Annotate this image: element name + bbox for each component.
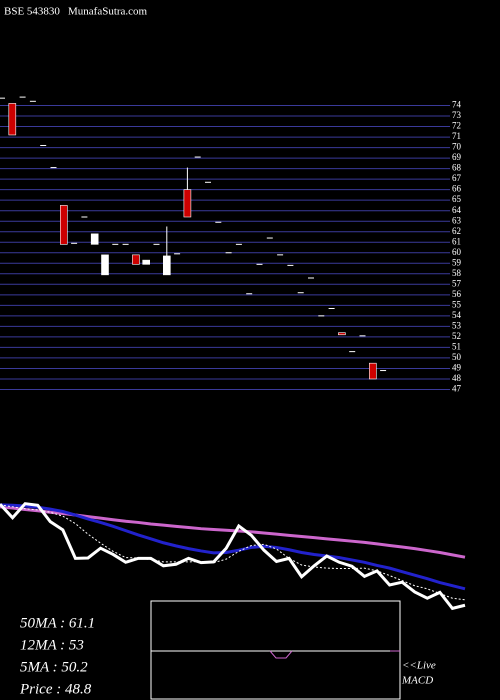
ma-line [0,503,466,591]
y-tick-label: 61 [452,236,461,246]
macd-label: MACD [401,675,433,687]
y-tick-label: 72 [452,121,461,131]
legend-label: 50MA : 61.1 [20,615,95,631]
y-tick-label: 47 [452,384,462,394]
y-tick-label: 68 [452,163,462,173]
candle-body [132,254,140,265]
candle-body [368,362,377,380]
y-tick-label: 62 [452,226,461,236]
y-tick-label: 48 [452,373,462,383]
macd-dip [269,650,293,659]
y-tick-label: 69 [452,152,462,162]
candle-body [101,254,109,276]
y-tick-label: 59 [452,257,462,267]
chart-title: BSE 543830 [4,6,60,18]
candle-body [183,189,192,218]
y-tick-label: 64 [452,205,462,215]
y-tick-label: 56 [452,289,462,299]
y-tick-label: 58 [452,268,462,278]
y-tick-label: 53 [452,320,462,330]
y-tick-label: 74 [452,100,462,110]
y-tick-label: 49 [452,363,462,373]
legend-label: 12MA : 53 [20,637,84,653]
y-tick-label: 70 [452,142,462,152]
legend-label: 5MA : 50.2 [20,659,88,675]
y-tick-label: 65 [452,194,462,204]
chart-subtitle: MunafaSutra.com [68,6,148,18]
y-tick-label: 51 [452,341,461,351]
y-tick-label: 57 [452,278,462,288]
y-tick-label: 67 [452,173,462,183]
y-tick-label: 52 [452,331,461,341]
y-tick-label: 73 [452,110,462,120]
ma-line [0,504,466,601]
y-tick-label: 66 [452,184,462,194]
candle-body [59,205,68,245]
y-tick-label: 71 [452,131,461,141]
candle-body [142,259,150,265]
ma-line [0,502,466,611]
macd-label: <<Live [402,660,436,672]
candle-body [338,332,346,336]
candle-body [8,103,17,136]
y-tick-label: 54 [452,310,462,320]
y-tick-label: 63 [452,215,462,225]
y-tick-label: 60 [452,247,462,257]
y-tick-label: 55 [452,299,462,309]
candle-body [90,233,99,245]
legend-label: Price : 48.8 [19,681,92,697]
macd-frame [150,600,401,700]
candle-body [163,255,171,276]
y-tick-label: 50 [452,352,462,362]
